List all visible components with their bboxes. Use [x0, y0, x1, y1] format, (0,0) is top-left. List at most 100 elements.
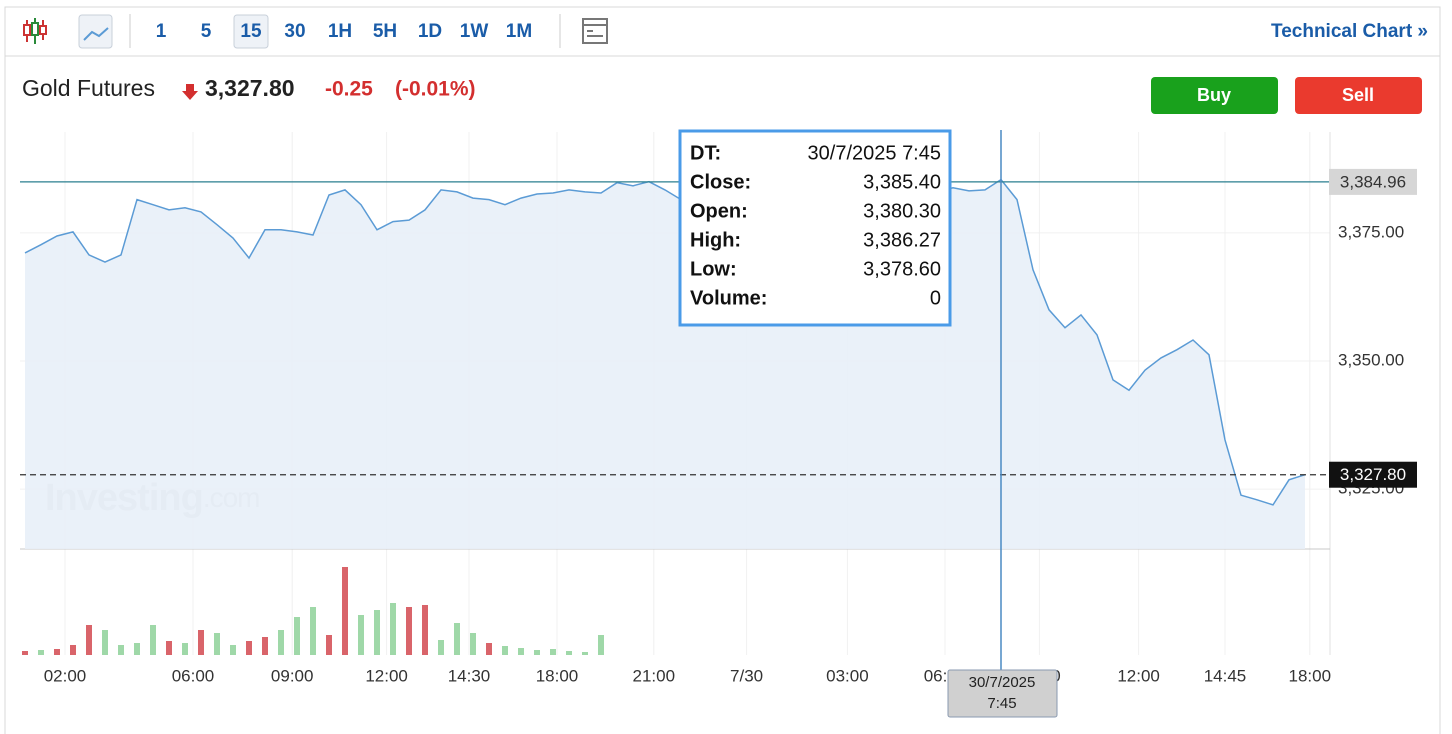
area [25, 179, 1305, 549]
tooltip-value: 3,378.60 [863, 258, 941, 280]
volume-bar [470, 633, 476, 655]
tooltip-value: 30/7/2025 7:45 [808, 142, 941, 164]
tooltip-value: 3,380.30 [863, 200, 941, 222]
x-tick-label: 06:00 [172, 666, 215, 685]
volume-bar [118, 645, 124, 655]
price-badge [1329, 461, 1417, 488]
interval[interactable]: 1D [418, 21, 442, 42]
volume-bar [486, 643, 492, 655]
price-badge-label: 3,384.96 [1340, 172, 1406, 191]
volume-bar [438, 640, 444, 655]
volume-bar [86, 625, 92, 655]
volume-bar [406, 607, 412, 655]
interval[interactable]: 15 [240, 21, 262, 42]
tooltip-value: 3,386.27 [863, 229, 941, 251]
volume-bar [518, 648, 524, 655]
interval[interactable]: 1H [328, 21, 352, 42]
volume-bar [550, 649, 556, 655]
x-tick-label: 21:00 [633, 666, 676, 685]
volume-bar [54, 649, 60, 655]
sell-label[interactable]: Sell [1342, 85, 1374, 105]
tooltip-label: Open: [690, 200, 748, 222]
x-tick-label: 02:00 [44, 666, 87, 685]
buy-button[interactable] [1151, 77, 1278, 114]
volume-bar [454, 623, 460, 655]
x-tick-label: 09:00 [271, 666, 314, 685]
volume-bar [182, 643, 188, 655]
crosshair-date: 30/7/2025 [969, 674, 1036, 691]
y-tick-label: 3,350.00 [1338, 350, 1404, 369]
price: 3,327.80 [205, 75, 295, 101]
interval[interactable]: 1M [506, 21, 532, 42]
interval[interactable]: 5 [201, 21, 212, 42]
interval[interactable]: 5H [373, 21, 397, 42]
volume-bar [70, 645, 76, 655]
volume-bar [294, 617, 300, 655]
volume-bar [38, 650, 44, 655]
volume-bar [358, 615, 364, 655]
volume-bar [134, 643, 140, 655]
x-tick-label: 7/30 [730, 666, 763, 685]
volume-bar [534, 650, 540, 655]
change-pct: (-0.01%) [395, 78, 476, 101]
volume-bar [278, 630, 284, 655]
crosshair-label-box [947, 669, 1058, 718]
volume-bar [598, 635, 604, 655]
volume-bar [262, 637, 268, 655]
y-tick-label: 3,375.00 [1338, 222, 1404, 241]
layout-icon[interactable] [582, 18, 608, 44]
candle-icon[interactable] [23, 18, 47, 44]
volume-bar [230, 645, 236, 655]
tooltip-label: DT: [690, 142, 721, 164]
volume-bar [582, 652, 588, 655]
x-tick-label: 12:00 [1117, 666, 1160, 685]
sell-button[interactable] [1295, 77, 1422, 114]
area-icon[interactable] [78, 14, 113, 49]
volume-bar [22, 651, 28, 655]
tooltip-label: Close: [690, 171, 751, 193]
tooltip-value: 0 [930, 287, 941, 309]
volume-bar [566, 651, 572, 655]
x-tick-label: 14:30 [448, 666, 491, 685]
interval-selected [233, 14, 269, 49]
x-tick-label: 18:00 [1289, 666, 1332, 685]
tooltip-value: 3,385.40 [863, 171, 941, 193]
volume-bar [326, 635, 332, 655]
volume-bar [150, 625, 156, 655]
tooltip-box [678, 129, 952, 327]
interval[interactable]: 30 [284, 21, 305, 42]
technical-chart-link[interactable]: Technical Chart » [1271, 21, 1428, 42]
line [24, 178, 1306, 506]
instrument-name: Gold Futures [22, 75, 155, 101]
tooltip-label: Low: [690, 258, 737, 280]
buy-label[interactable]: Buy [1197, 85, 1231, 105]
volume-bar [310, 607, 316, 655]
volume-bar [166, 641, 172, 655]
volume-bar [246, 641, 252, 655]
x-tick-label: 18:00 [536, 666, 579, 685]
interval[interactable]: 1W [460, 21, 489, 42]
volume-bar [342, 567, 348, 655]
tooltip-label: Volume: [690, 287, 767, 309]
price-badge-label: 3,327.80 [1340, 465, 1406, 484]
volume-bar [102, 630, 108, 655]
x-tick-label: 14:45 [1204, 666, 1247, 685]
interval[interactable]: 1 [156, 21, 167, 42]
area-icon-line [83, 27, 109, 41]
change: -0.25 [325, 78, 373, 101]
volume-bar [374, 610, 380, 655]
volume-bar [502, 646, 508, 655]
volume-bar [390, 603, 396, 655]
x-tick-label: 03:00 [826, 666, 869, 685]
volume-bar [214, 633, 220, 655]
price-badge [1329, 168, 1417, 195]
volume-bar [422, 605, 428, 655]
x-tick-label: 12:00 [365, 666, 408, 685]
crosshair-time: 7:45 [987, 695, 1016, 712]
down-arrow [182, 84, 198, 100]
volume-bar [198, 630, 204, 655]
tooltip-label: High: [690, 229, 741, 251]
